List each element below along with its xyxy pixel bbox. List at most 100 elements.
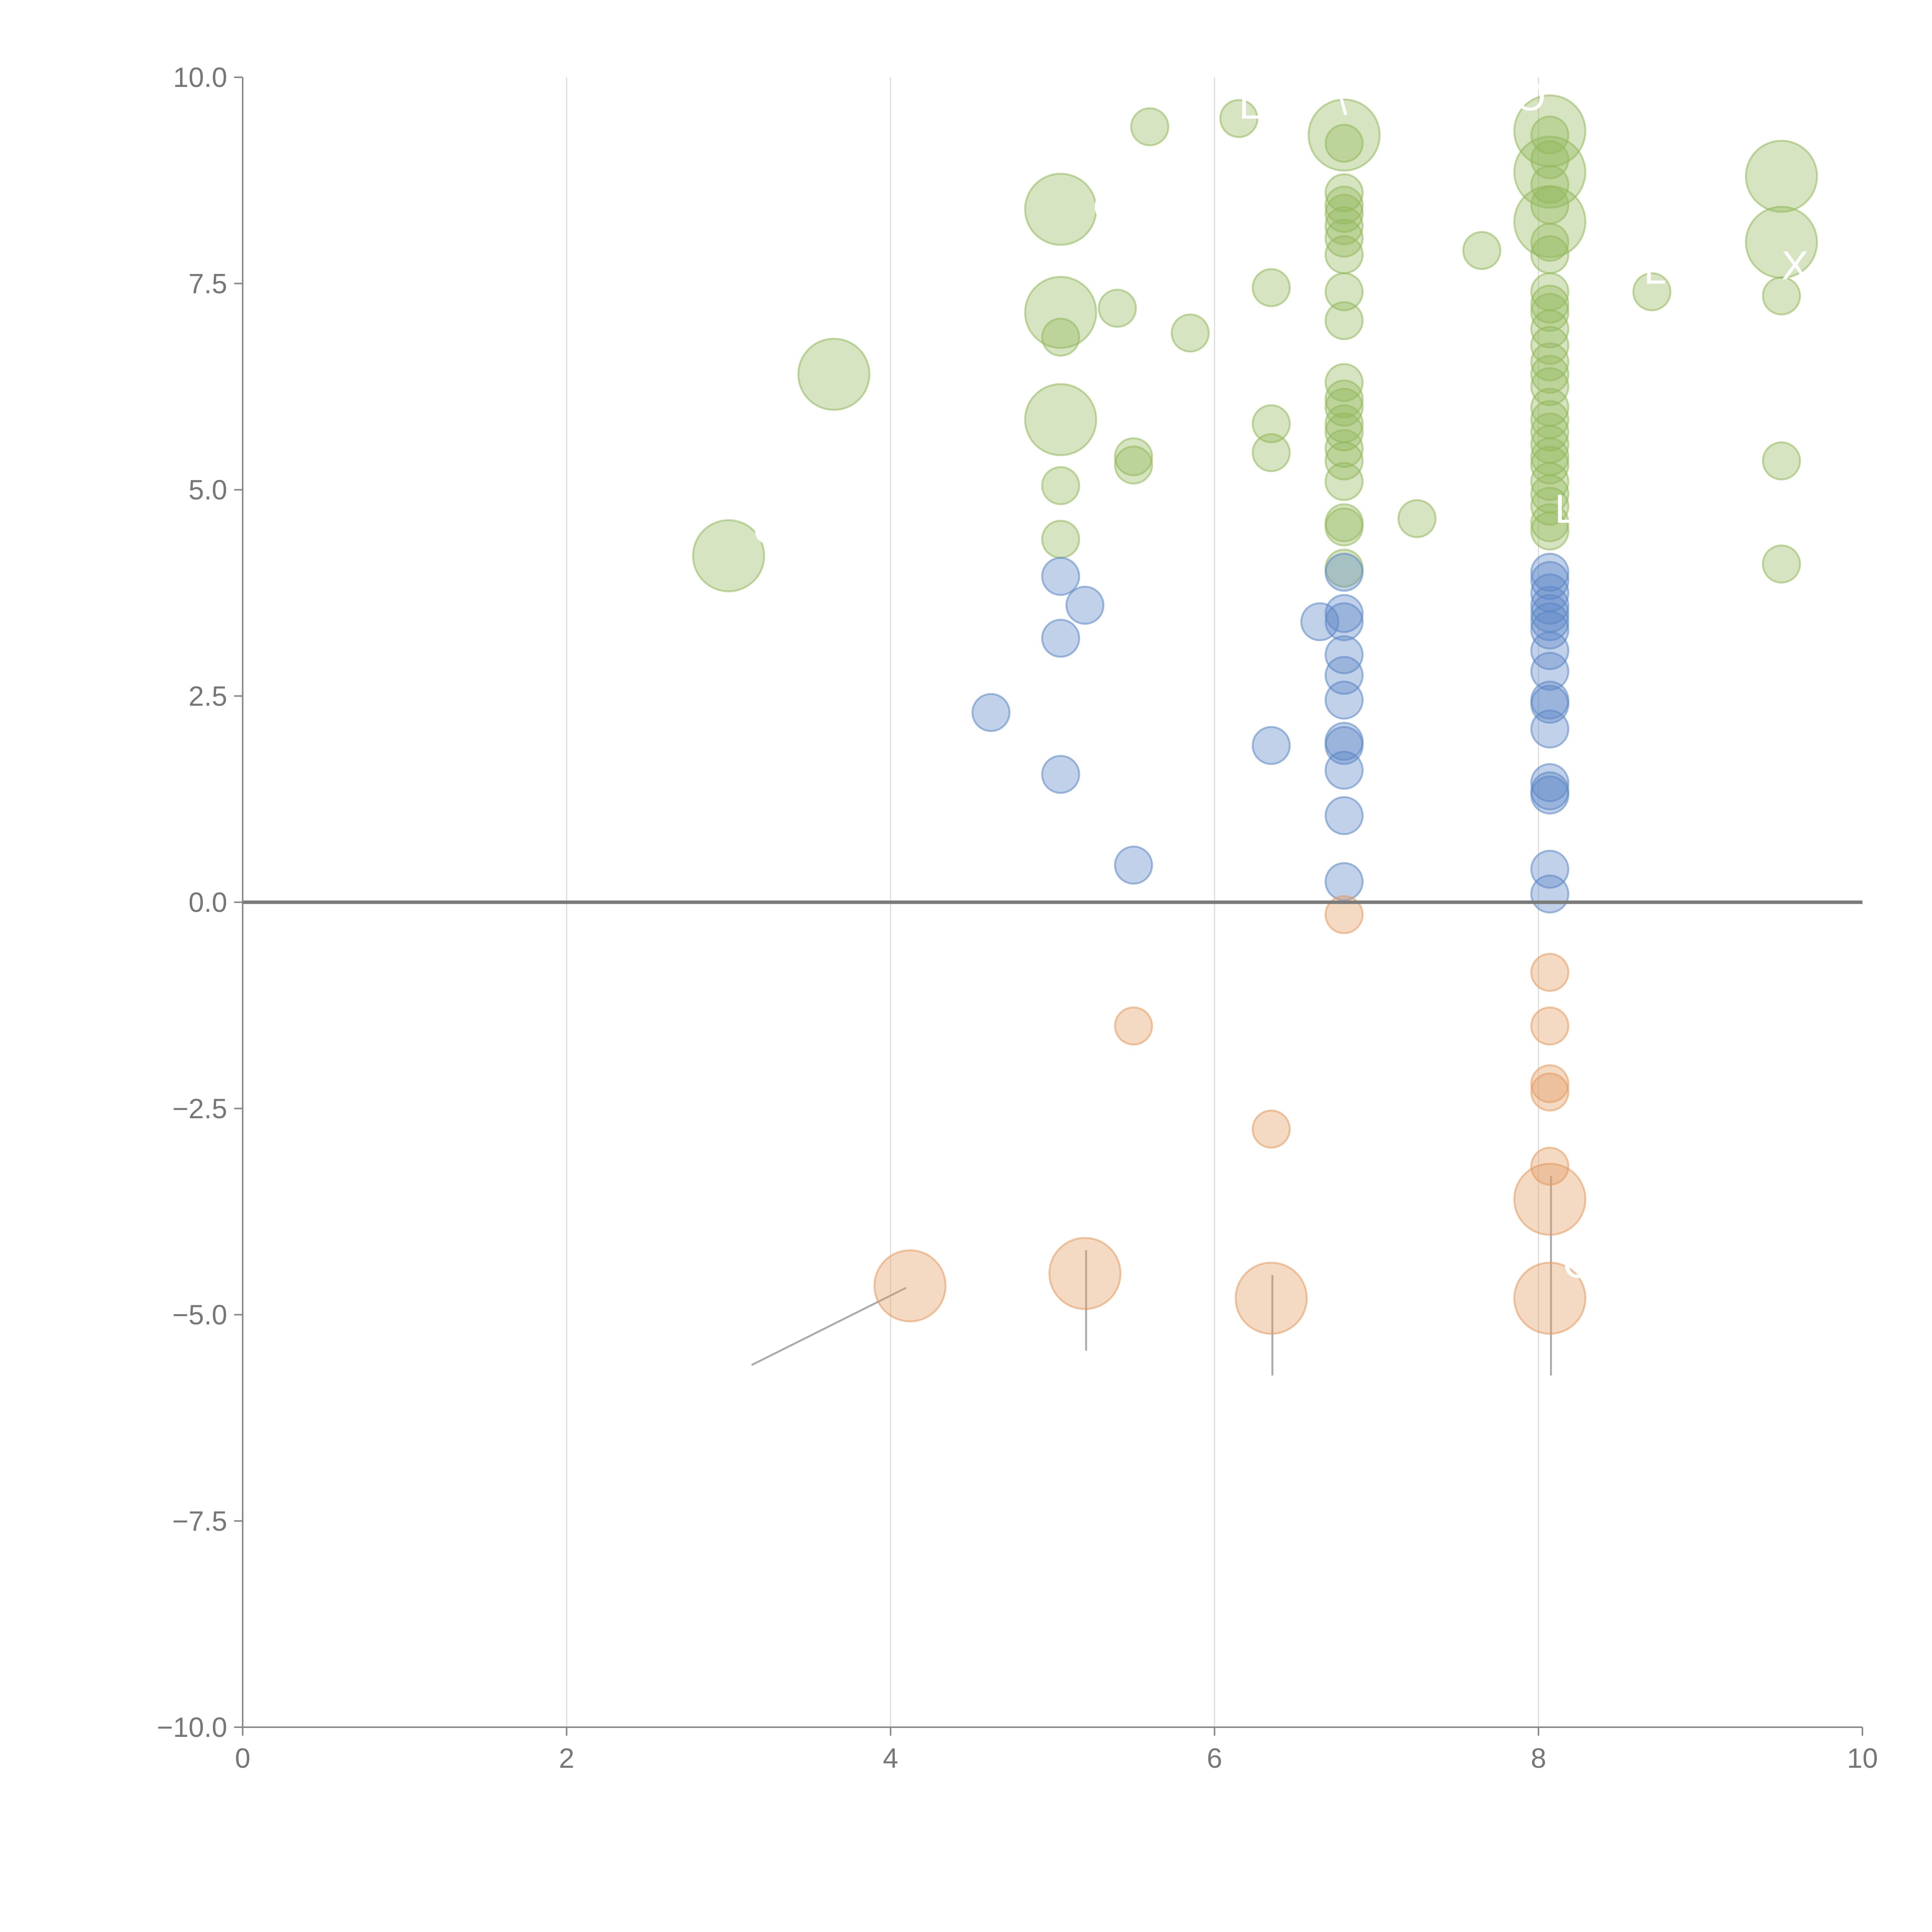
x-tick-label: 0 (235, 1743, 250, 1774)
blue-bubble (1530, 651, 1570, 691)
blue-bubble (1530, 775, 1570, 815)
green-bubble (1530, 165, 1570, 204)
x-tick-label: 6 (1207, 1743, 1222, 1774)
orange-bubble (1530, 1146, 1570, 1186)
green-bubble (797, 338, 871, 411)
green-bubble (1762, 544, 1801, 584)
green-bubble (1325, 462, 1364, 501)
green-bubble (1325, 429, 1364, 468)
callout-label: C (1563, 1241, 1592, 1286)
blue-bubble (1530, 553, 1570, 592)
y-tick-label: 10.0 (173, 62, 227, 93)
orange-bubble (1530, 1072, 1570, 1112)
blue-bubble (1325, 635, 1364, 674)
blue-bubble (971, 693, 1011, 732)
green-bubble (1325, 185, 1364, 225)
callout-label: \ (1336, 78, 1348, 123)
blue-bubble (1530, 709, 1570, 749)
callout-label: L (1644, 247, 1666, 293)
data-points (692, 94, 1818, 1335)
green-bubble (1462, 231, 1502, 270)
callout-leader-line (833, 352, 858, 375)
green-bubble (1745, 139, 1818, 213)
y-tick-label: −10.0 (157, 1712, 227, 1743)
callout-leader-line (1060, 187, 1085, 210)
orange-bubble (1252, 1109, 1291, 1149)
blue-bubble (1325, 796, 1364, 835)
callout-label: LI (1239, 82, 1273, 128)
green-bubble (1325, 235, 1364, 274)
x-tick-label: 10 (1847, 1743, 1878, 1774)
orange-bubble (1530, 952, 1570, 992)
green-bubble (1530, 235, 1570, 274)
y-tick-label: 5.0 (189, 475, 227, 506)
callout-label: C (753, 507, 782, 552)
blue-bubble (1530, 874, 1570, 914)
callout-leader-line (1549, 150, 1574, 173)
blue-bubble (1325, 594, 1364, 633)
green-bubble (1530, 223, 1570, 262)
blue-bubble (1041, 619, 1080, 658)
orange-bubble (1235, 1262, 1308, 1335)
blue-bubble (1065, 585, 1105, 625)
green-bubble (1530, 445, 1570, 485)
green-bubble (1114, 445, 1153, 485)
green-bubble (1219, 99, 1259, 138)
orange-bubble (1530, 1064, 1570, 1104)
green-bubble (1397, 499, 1437, 538)
green-bubble (1170, 313, 1210, 353)
green-bubble (1762, 441, 1801, 481)
green-bubble (1130, 107, 1170, 146)
blue-bubble (1325, 680, 1364, 720)
green-bubble (1024, 173, 1097, 246)
green-bubble (1530, 293, 1570, 332)
green-bubble (1252, 268, 1291, 307)
blue-bubble (1325, 602, 1364, 641)
blue-bubble (1530, 631, 1570, 670)
callout-leader-line (728, 534, 753, 557)
green-bubble (1252, 404, 1291, 444)
blue-bubble (1325, 553, 1364, 592)
blue-bubble (1041, 557, 1080, 596)
y-tick-label: −2.5 (172, 1094, 227, 1124)
blue-bubble (1114, 845, 1153, 885)
green-bubble (1530, 511, 1570, 551)
green-bubble (1325, 301, 1364, 340)
green-bubble (1325, 507, 1364, 547)
green-bubble (1632, 272, 1672, 311)
callout-leader-line (1781, 154, 1806, 177)
green-bubble (1530, 326, 1570, 365)
orange-bubble (1513, 1163, 1587, 1236)
callout-label: c (1093, 181, 1114, 226)
callout-label: O (1514, 74, 1546, 119)
callout-label: L (1555, 486, 1577, 532)
callout-label: S (891, 293, 918, 338)
green-bubble (1041, 318, 1080, 357)
y-tick-label: 2.5 (189, 681, 227, 712)
orange-bubble (873, 1249, 947, 1323)
green-bubble (1530, 503, 1570, 543)
blue-bubble (1325, 862, 1364, 901)
blue-bubble (1325, 750, 1364, 790)
blue-bubble (1530, 610, 1570, 650)
green-bubble (1252, 433, 1291, 472)
green-bubble (1325, 124, 1364, 163)
green-bubble (1530, 367, 1570, 406)
green-bubble (1114, 437, 1153, 476)
green-bubble (1762, 276, 1801, 316)
blue-bubble (1530, 763, 1570, 802)
y-tick-label: −5.0 (172, 1300, 227, 1331)
orange-bubble (1048, 1237, 1122, 1310)
green-bubble (1530, 309, 1570, 349)
green-bubble (1325, 218, 1364, 258)
axes: 10.0 7.5 5.0 2.5 0.0 −2.5 −5.0 −7.5 −10.0 0 2 4 6 8 10 (157, 62, 1878, 1774)
green-bubble (1308, 98, 1381, 172)
green-bubble (1041, 520, 1080, 559)
green-bubble (1325, 173, 1364, 213)
callout-leader-line (1060, 398, 1085, 420)
callout-label: X (1781, 243, 1808, 288)
callout-leader-line (1060, 290, 1085, 313)
green-bubble (1325, 272, 1364, 311)
orange-bubble (1325, 895, 1364, 934)
